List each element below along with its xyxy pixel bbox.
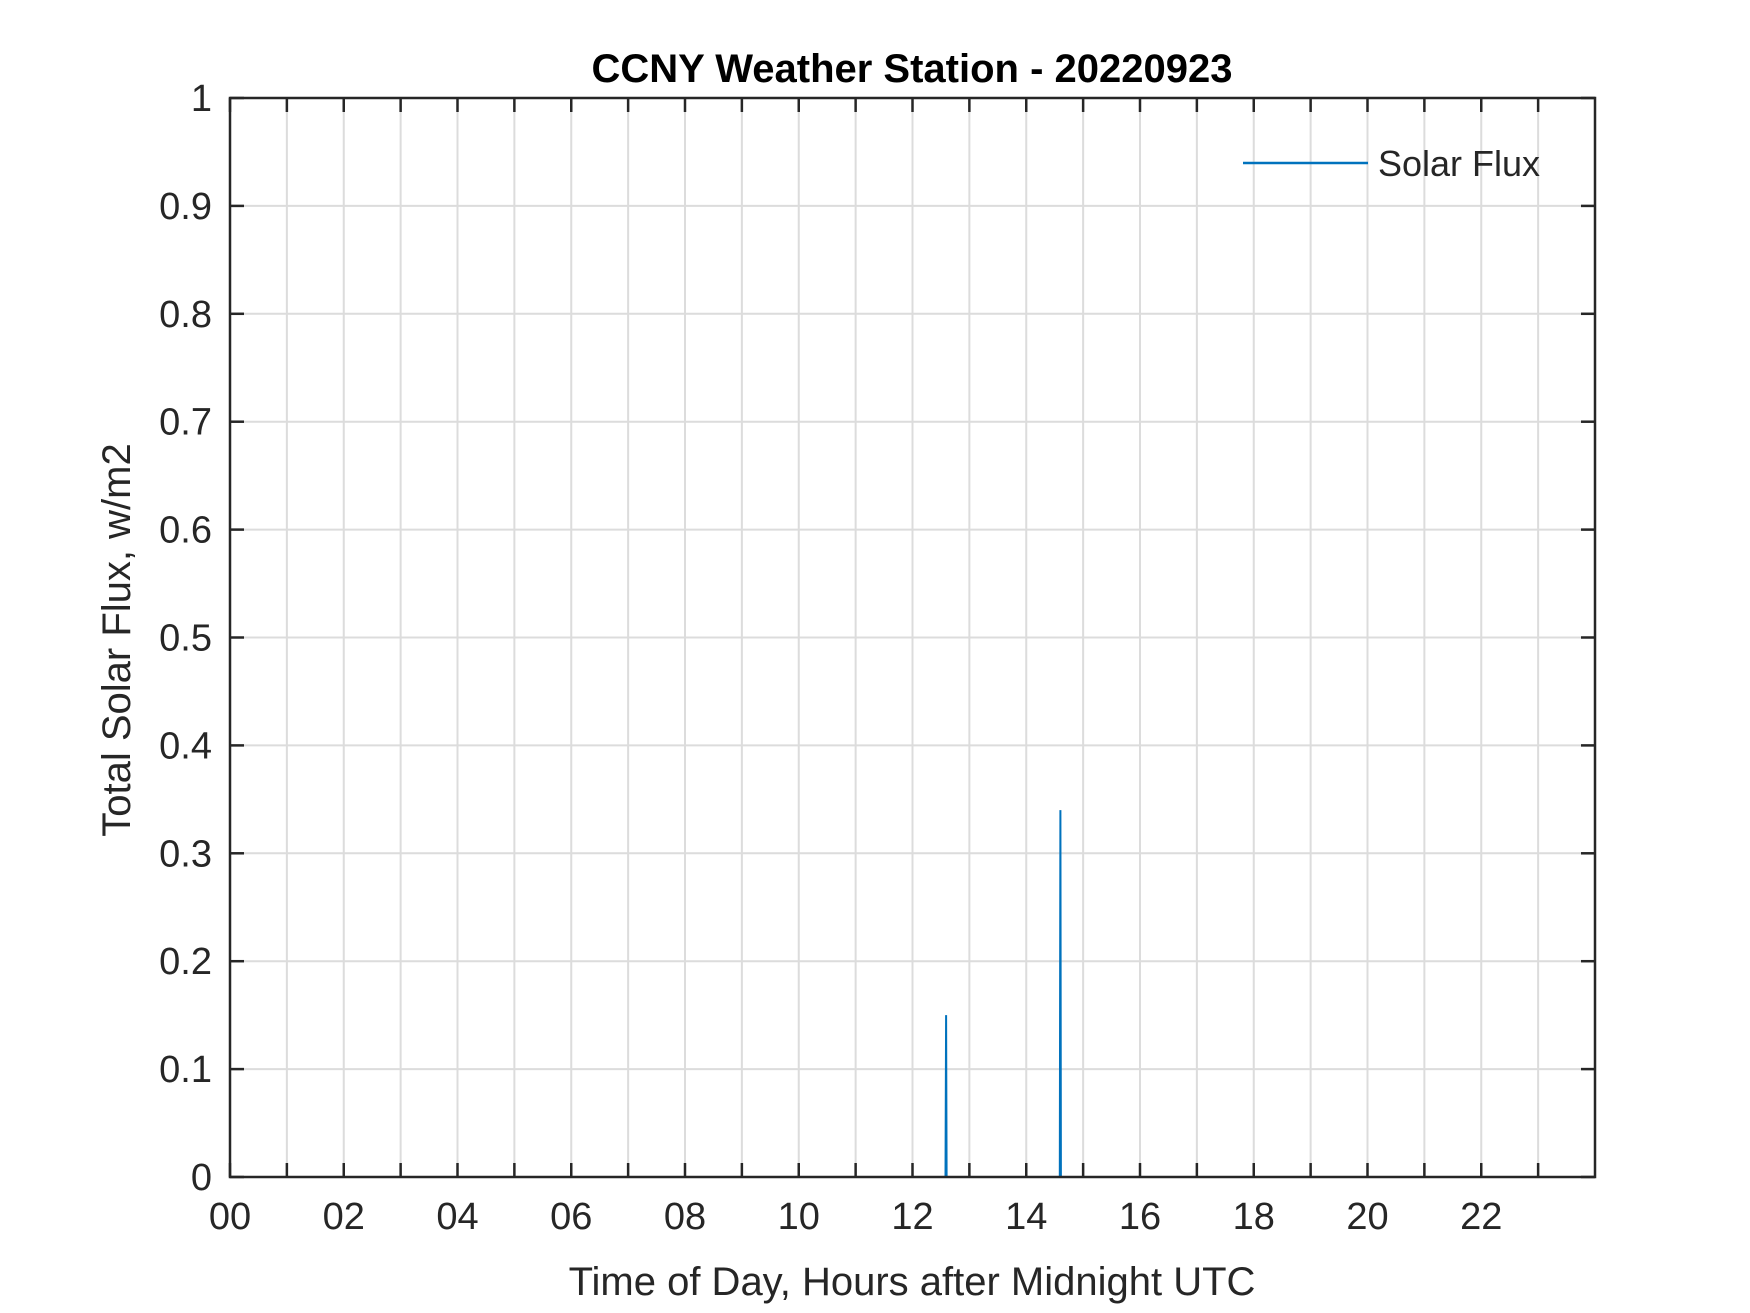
y-tick-label: 0.3 xyxy=(159,833,212,875)
y-tick-label: 0.5 xyxy=(159,618,212,660)
chart-title: CCNY Weather Station - 20220923 xyxy=(592,47,1233,91)
y-tick-label: 0.1 xyxy=(159,1049,212,1091)
x-tick-label: 14 xyxy=(1005,1196,1047,1238)
x-tick-label: 06 xyxy=(550,1196,592,1238)
x-tick-label: 02 xyxy=(323,1196,365,1238)
x-tick-label: 22 xyxy=(1460,1196,1502,1238)
x-tick-label: 10 xyxy=(778,1196,820,1238)
grid-lines xyxy=(229,97,1595,1178)
y-tick-label: 0 xyxy=(191,1157,212,1199)
y-axis-label: Total Solar Flux, w/m2 xyxy=(95,443,139,836)
x-tick-label: 20 xyxy=(1346,1196,1388,1238)
y-tick-label: 0.8 xyxy=(159,294,212,336)
x-tick-label: 04 xyxy=(436,1196,478,1238)
y-tick-label: 0.9 xyxy=(159,186,212,228)
y-tick-label: 1 xyxy=(191,78,212,120)
x-tick-label: 00 xyxy=(209,1196,251,1238)
x-tick-label: 08 xyxy=(664,1196,706,1238)
x-tick-label: 18 xyxy=(1233,1196,1275,1238)
y-tick-label: 0.6 xyxy=(159,510,212,552)
x-tick-label: 16 xyxy=(1119,1196,1161,1238)
y-tick-label: 0.2 xyxy=(159,941,212,983)
x-axis-label: Time of Day, Hours after Midnight UTC xyxy=(569,1260,1256,1304)
x-tick-label: 12 xyxy=(891,1196,933,1238)
y-tick-label: 0.7 xyxy=(159,402,212,444)
legend-label-solar-flux: Solar Flux xyxy=(1378,143,1540,184)
y-tick-label: 0.4 xyxy=(159,725,212,767)
legend: Solar Flux xyxy=(1243,143,1540,184)
axis-ticks: 00 02 04 06 08 10 12 14 16 18 20 22 0 0.1 0.2 0.3 0.4 0.5… xyxy=(159,78,1595,1238)
